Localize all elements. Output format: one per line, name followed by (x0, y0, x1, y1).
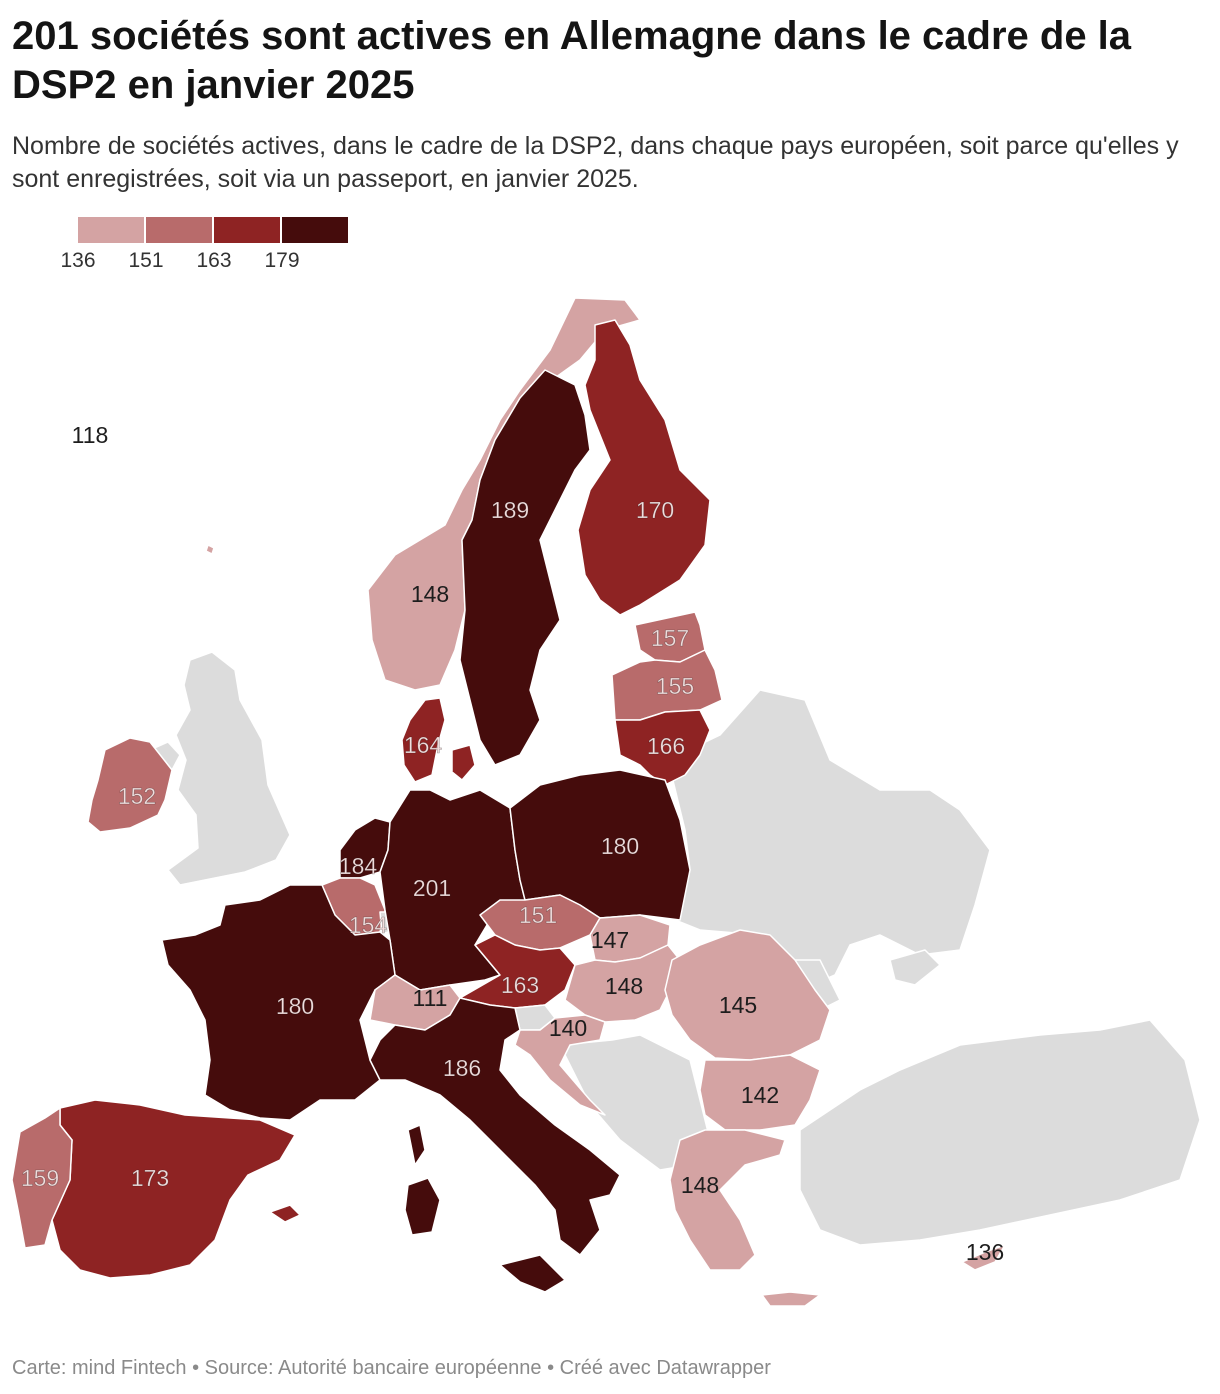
legend-swatch-3 (214, 217, 280, 243)
land-crimea (889, 949, 941, 986)
land-turkey (799, 1019, 1201, 1246)
region-italy[interactable] (369, 997, 621, 1293)
region-label-estonia: 157 (651, 625, 689, 651)
region-spain[interactable] (51, 1099, 301, 1279)
region-label-germany: 201 (413, 875, 451, 901)
region-label-iceland: 118 (72, 422, 109, 448)
region-label-switzerland: 111 (413, 985, 448, 1011)
legend-tick-3: 163 (196, 249, 232, 272)
region-label-slovakia: 147 (591, 927, 629, 953)
legend-swatch-1 (78, 217, 144, 243)
region-label-portugal: 159 (21, 1165, 59, 1191)
region-portugal[interactable] (11, 1107, 73, 1249)
region-label-belgium: 154 (349, 912, 388, 938)
legend-swatch-2 (146, 217, 212, 243)
region-ireland[interactable] (87, 737, 173, 833)
region-label-finland: 170 (636, 497, 674, 523)
region-label-spain: 173 (131, 1165, 169, 1191)
region-label-czechia: 151 (519, 902, 557, 928)
region-label-greece: 148 (681, 1172, 719, 1198)
color-legend: 136 151 163 179 (60, 217, 350, 277)
region-label-ireland: 152 (118, 783, 156, 809)
region-label-france: 180 (276, 993, 314, 1019)
chart-footer: Carte: mind Fintech • Source: Autorité b… (12, 1357, 771, 1379)
chart-subtitle: Nombre de sociétés actives, dans le cadr… (12, 132, 1179, 193)
region-poland[interactable] (509, 769, 691, 921)
region-greece[interactable] (669, 1129, 821, 1307)
legend-tick-2: 151 (128, 249, 164, 272)
region-croatia[interactable] (514, 1014, 606, 1116)
region-label-netherlands: 184 (339, 853, 378, 879)
europe-map: 118 148 189 170 157 155 166 164 152 184 154 201 180 1… (11, 297, 1201, 1307)
land-uk (167, 651, 291, 886)
region-bulgaria[interactable] (699, 1054, 821, 1131)
region-finland[interactable] (577, 319, 711, 616)
region-label-lithuania: 166 (647, 733, 685, 759)
region-lithuania[interactable] (614, 709, 711, 786)
region-label-norway: 148 (411, 581, 449, 607)
region-iceland[interactable] (205, 544, 215, 555)
region-label-italy: 186 (443, 1055, 481, 1081)
region-label-sweden: 189 (491, 497, 529, 523)
region-norway[interactable] (367, 297, 641, 691)
region-label-bulgaria: 142 (741, 1082, 779, 1108)
region-denmark[interactable] (401, 697, 476, 783)
region-label-hungary: 148 (605, 973, 643, 999)
region-label-denmark: 164 (404, 732, 443, 758)
region-romania[interactable] (664, 929, 831, 1061)
region-sweden[interactable] (459, 369, 591, 766)
region-label-latvia: 155 (656, 673, 694, 699)
legend-tick-4: 179 (264, 249, 300, 272)
chart-title: 201 sociétés sont actives en Allemagne d… (12, 14, 1132, 107)
region-label-croatia: 140 (549, 1015, 587, 1041)
region-label-romania: 145 (719, 992, 757, 1018)
region-label-poland: 180 (601, 833, 639, 859)
region-cyprus[interactable] (961, 1244, 1006, 1271)
region-france[interactable] (161, 884, 426, 1166)
region-label-austria: 163 (501, 972, 539, 998)
legend-tick-1: 136 (60, 249, 96, 272)
legend-swatch-4 (282, 217, 348, 243)
region-label-cyprus: 136 (966, 1239, 1004, 1265)
land-belarus-ukraine-russia (667, 689, 991, 991)
